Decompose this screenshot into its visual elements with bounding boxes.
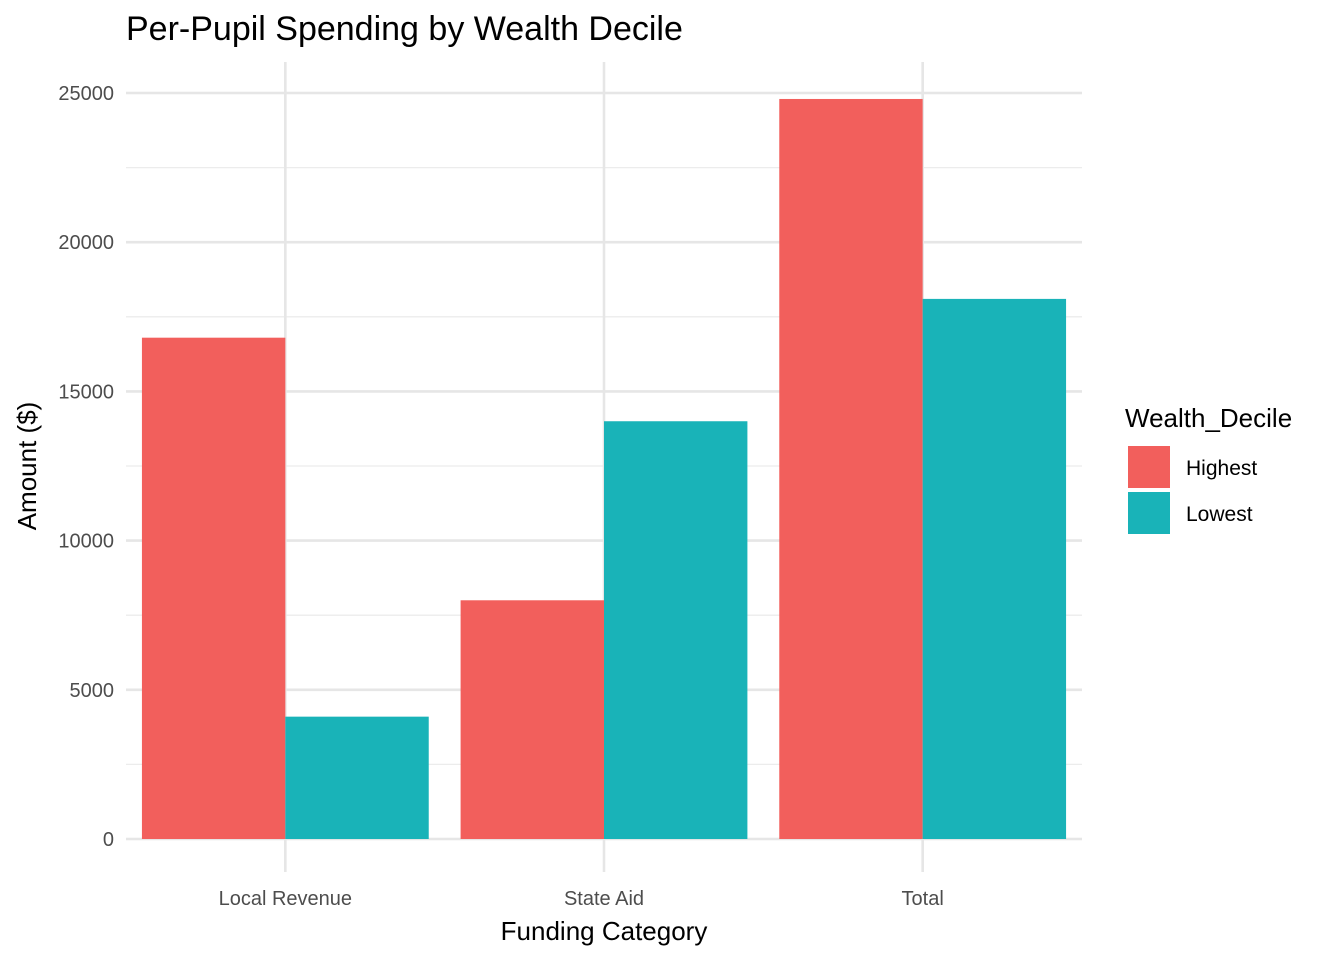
y-tick-label: 15000: [58, 381, 114, 403]
legend: Wealth_Decile Highest Lowest: [1125, 403, 1292, 534]
y-tick-label: 20000: [58, 232, 114, 254]
y-tick-label: 10000: [58, 531, 114, 553]
legend-title: Wealth_Decile: [1125, 403, 1292, 433]
legend-swatch-highest: [1128, 446, 1170, 488]
bar-highest-state-aid: [460, 600, 604, 839]
bar-lowest-local-revenue: [285, 716, 429, 839]
legend-label-lowest: Lowest: [1186, 503, 1253, 526]
x-tick-label: State Aid: [564, 888, 644, 910]
legend-label-highest: Highest: [1186, 457, 1257, 480]
x-tick-label: Total: [902, 888, 944, 910]
bar-highest-local-revenue: [141, 337, 286, 839]
bar-highest-total: [779, 98, 923, 839]
y-tick-label: 25000: [58, 83, 114, 105]
x-axis-title: Funding Category: [501, 916, 708, 946]
legend-swatch-lowest: [1128, 492, 1170, 534]
bars: [141, 98, 1067, 839]
y-axis-ticks: 0 5000 10000 15000 20000 25000: [58, 83, 114, 851]
y-tick-label: 5000: [70, 680, 115, 702]
bar-lowest-state-aid: [604, 421, 748, 839]
x-tick-label: Local Revenue: [219, 888, 352, 910]
bar-lowest-total: [922, 298, 1067, 839]
y-axis-title: Amount ($): [12, 402, 42, 531]
chart-title: Per-Pupil Spending by Wealth Decile: [126, 10, 683, 48]
x-axis-ticks: Local Revenue State Aid Total: [219, 888, 944, 910]
y-tick-label: 0: [103, 829, 114, 851]
